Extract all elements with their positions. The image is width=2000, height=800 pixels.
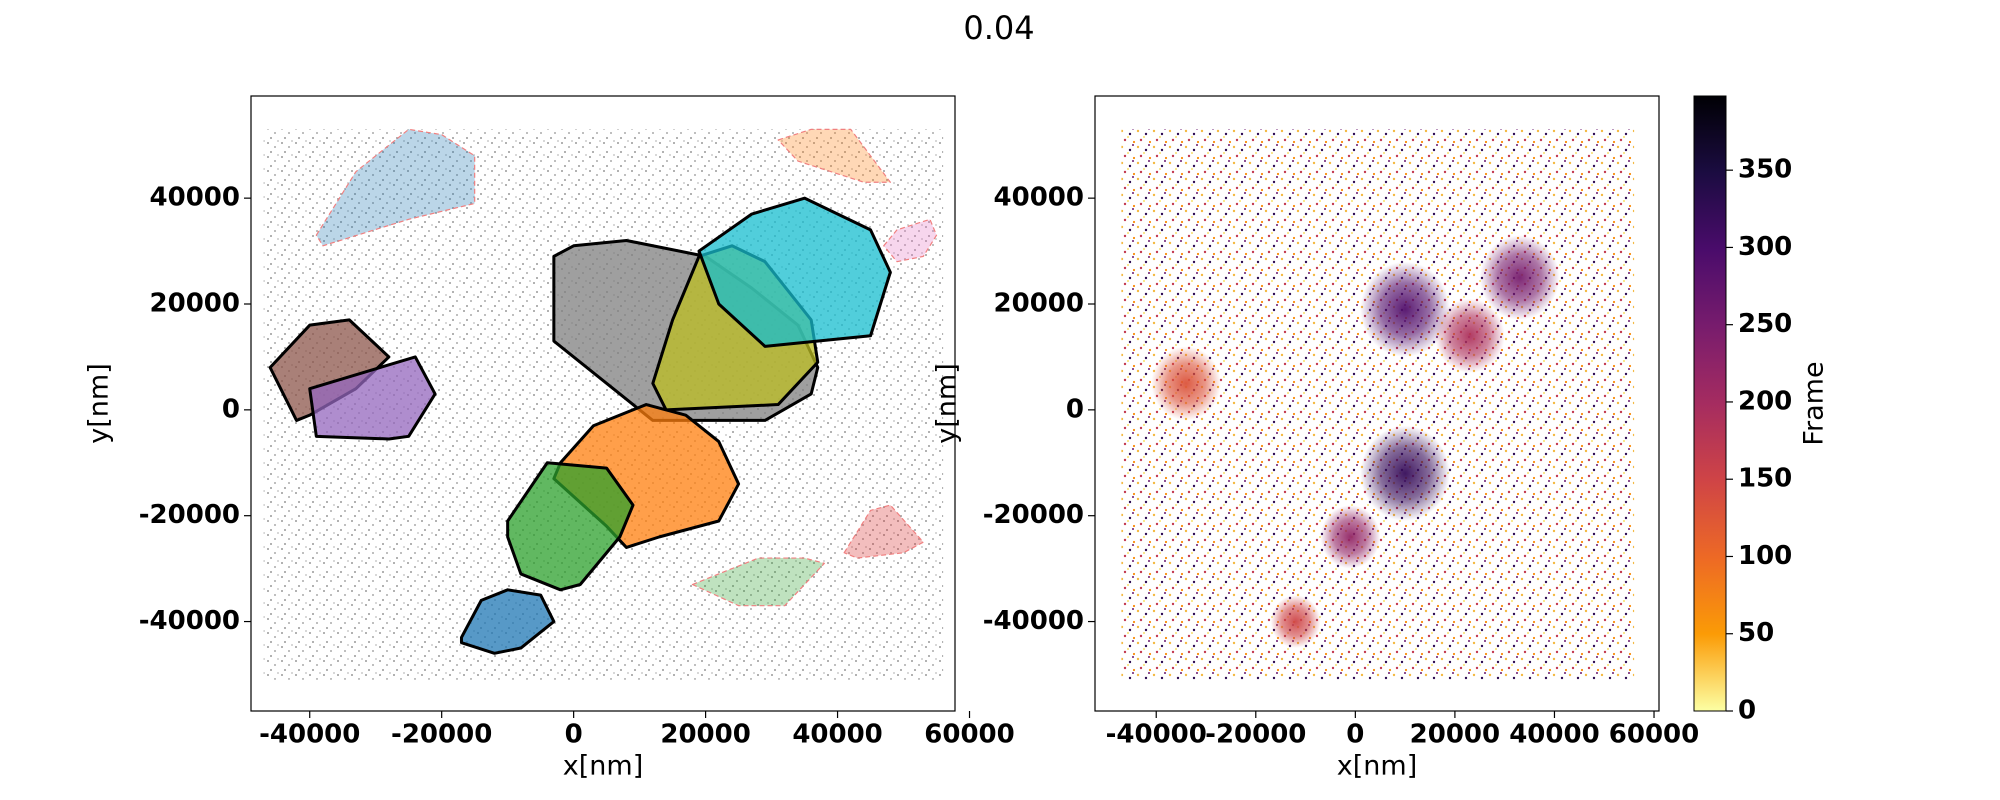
plot-area xyxy=(1121,129,1635,680)
cluster-hull xyxy=(315,128,476,247)
x-tick-label: 60000 xyxy=(1609,720,1699,750)
y-tick-label: -20000 xyxy=(983,500,1084,530)
y-tick-label: 0 xyxy=(222,394,240,424)
figure-title: 0.04 xyxy=(963,9,1034,47)
x-tick-label: -40000 xyxy=(1106,720,1207,750)
density-blob xyxy=(1270,595,1321,649)
density-blob xyxy=(1320,505,1381,569)
y-tick-label: 40000 xyxy=(150,183,240,213)
colorbar-tick-label: 300 xyxy=(1738,232,1792,262)
cluster-hull xyxy=(506,461,635,592)
y-tick-label: 20000 xyxy=(150,288,240,318)
colorbar-tick-label: 50 xyxy=(1738,618,1774,648)
x-tick-label: 20000 xyxy=(1410,720,1500,750)
colorbar xyxy=(1693,95,1727,712)
cluster-hull xyxy=(691,557,825,607)
cluster-hull xyxy=(843,504,924,559)
x-tick-label: 20000 xyxy=(660,720,750,750)
x-tick-label: -20000 xyxy=(1205,720,1306,750)
density-blob xyxy=(1479,235,1560,320)
colorbar-tick-label: 200 xyxy=(1738,386,1792,416)
colorbar-tick-label: 100 xyxy=(1738,541,1792,571)
colorbar-tick-label: 0 xyxy=(1738,696,1756,726)
plot-area xyxy=(263,128,944,680)
colorbar-tick-label: 350 xyxy=(1738,155,1792,185)
density-blob xyxy=(1434,298,1505,373)
density-blob xyxy=(1360,425,1450,521)
cluster-hull xyxy=(459,588,556,655)
colorbar-tick-label: 150 xyxy=(1738,464,1792,494)
colorbar-label: Frame xyxy=(1799,361,1830,445)
y-tick-label: 20000 xyxy=(994,288,1084,318)
y-tick-label: -20000 xyxy=(139,500,240,530)
y-tick-label: -40000 xyxy=(983,606,1084,636)
colorbar-tick-label: 250 xyxy=(1738,309,1792,339)
x-axis-label: x[nm] xyxy=(1337,751,1417,782)
density-blob xyxy=(1360,261,1450,357)
axes-frame xyxy=(1094,95,1660,712)
x-tick-label: -40000 xyxy=(259,720,360,750)
x-tick-label: 60000 xyxy=(924,720,1014,750)
y-tick-label: -40000 xyxy=(139,606,240,636)
x-tick-label: 40000 xyxy=(1509,720,1599,750)
cluster-hull xyxy=(697,196,892,348)
x-axis-label: x[nm] xyxy=(563,751,643,782)
y-axis-label: y[nm] xyxy=(84,363,115,443)
y-axis-label: y[nm] xyxy=(932,363,963,443)
cluster-hull xyxy=(777,128,891,183)
x-tick-label: 0 xyxy=(1346,720,1364,750)
y-tick-label: 0 xyxy=(1066,394,1084,424)
cluster-hull xyxy=(308,355,437,441)
axes-frame xyxy=(250,95,956,712)
x-tick-label: 0 xyxy=(565,720,583,750)
x-tick-label: -20000 xyxy=(391,720,492,750)
cluster-hull xyxy=(883,218,938,263)
y-tick-label: 40000 xyxy=(994,183,1084,213)
x-tick-label: 40000 xyxy=(792,720,882,750)
density-blob xyxy=(1151,346,1221,421)
